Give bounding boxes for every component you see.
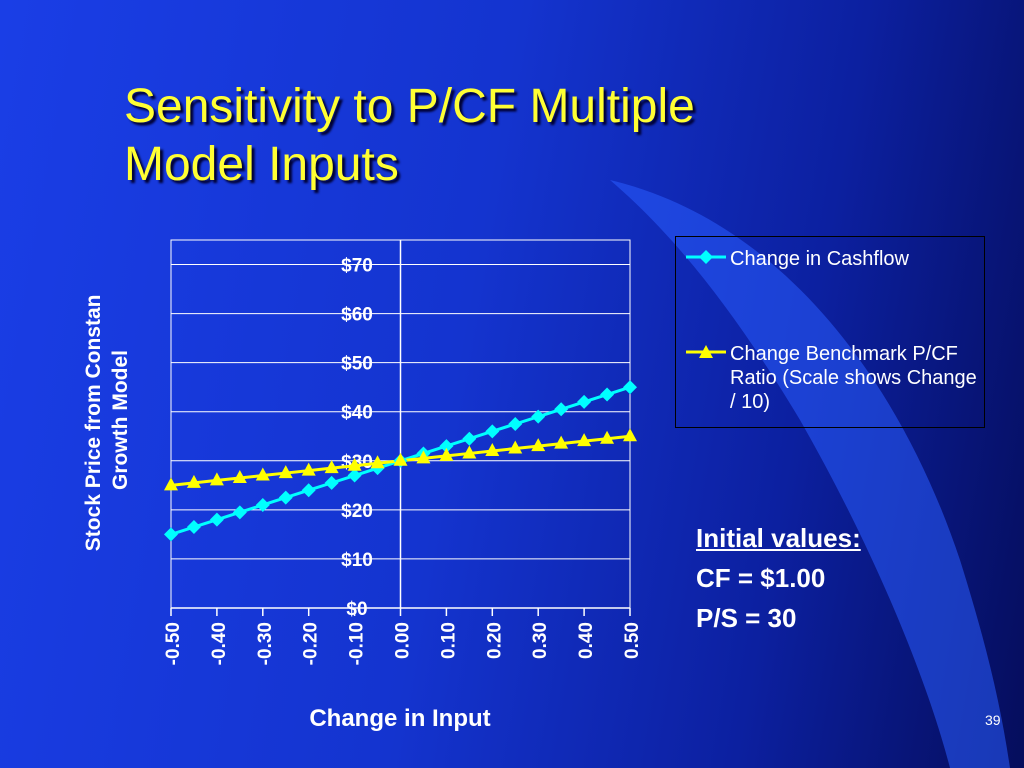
data-point-benchmark [186, 474, 201, 488]
data-point-cashflow [554, 402, 569, 417]
data-point-benchmark [439, 447, 454, 461]
chart-axes [170, 240, 631, 616]
data-point-cashflow [439, 439, 454, 454]
data-point-cashflow [209, 512, 224, 527]
title-line-2: Model Inputs [124, 138, 399, 191]
x-tick-label: -0.40 [209, 622, 230, 665]
x-tick-label: 0.20 [484, 622, 505, 659]
data-point-cashflow [347, 468, 362, 483]
initial-value-cf: CF = $1.00 [696, 563, 826, 593]
x-axis-title: Change in Input [309, 705, 490, 732]
y-tick-label: $70 [341, 256, 373, 277]
data-point-benchmark [393, 452, 408, 466]
data-point-benchmark [508, 440, 523, 454]
x-tick-label: -0.30 [255, 622, 276, 665]
data-point-benchmark [485, 442, 500, 456]
y-tick-label: $50 [341, 354, 373, 375]
initial-value-ps: P/S = 30 [696, 603, 797, 633]
y-tick-label: $0 [346, 599, 367, 620]
data-point-benchmark [623, 428, 637, 442]
data-point-benchmark [462, 445, 477, 459]
x-tick-label: 0.10 [438, 622, 459, 659]
x-tick-labels: -0.50 -0.40 -0.30 -0.20 -0.10 0.00 0.10 0.20 0.3… [163, 622, 643, 665]
x-tick-label: 0.40 [576, 622, 597, 659]
x-tick-label: 0.00 [393, 622, 414, 659]
slide-title: Sensitivity to P/CF Multiple Model Input… [124, 78, 944, 194]
data-point-cashflow [186, 520, 201, 535]
x-tick-label: -0.20 [301, 622, 322, 665]
data-point-cashflow [301, 483, 316, 498]
data-point-benchmark [347, 457, 362, 471]
data-point-benchmark [370, 455, 385, 469]
data-point-cashflow [324, 475, 339, 490]
data-point-cashflow [255, 497, 270, 512]
legend-entry-benchmark: Change Benchmark P/CF Ratio (Scale shows… [684, 342, 978, 414]
legend-entry-cashflow: Change in Cashflow [684, 247, 909, 271]
data-point-benchmark [554, 435, 569, 449]
y-axis-title-line-1: Stock Price from Constan [82, 295, 105, 552]
data-point-cashflow [462, 431, 477, 446]
data-point-cashflow [485, 424, 500, 439]
y-axis-title: Stock Price from Constan Growth Model [82, 289, 132, 552]
data-point-benchmark [416, 450, 431, 464]
initial-values-heading: Initial values: [696, 523, 861, 553]
data-point-benchmark [301, 462, 316, 476]
data-point-cashflow [531, 409, 546, 424]
data-point-cashflow [577, 394, 592, 409]
data-point-benchmark [577, 433, 592, 447]
data-point-cashflow [278, 490, 293, 505]
x-tick-label: -0.10 [347, 622, 368, 665]
chart-legend: Change in Cashflow Change Benchmark P/CF… [675, 236, 985, 428]
data-point-benchmark [324, 460, 339, 474]
x-tick-label: -0.50 [163, 622, 184, 665]
legend-label-cashflow: Change in Cashflow [730, 248, 909, 270]
data-point-benchmark [209, 472, 224, 486]
y-tick-label: $40 [341, 403, 373, 424]
data-point-benchmark [531, 438, 546, 452]
y-tick-label: $10 [341, 550, 373, 571]
data-point-cashflow [508, 417, 523, 431]
title-line-1: Sensitivity to P/CF Multiple [124, 80, 695, 133]
y-tick-label: $60 [341, 305, 373, 326]
y-tick-labels: $0$10$20$30$40$50$60$70 [341, 256, 373, 620]
x-tick-label: 0.50 [622, 622, 643, 659]
data-point-benchmark [600, 430, 615, 444]
data-point-cashflow [232, 505, 247, 520]
data-point-cashflow [600, 387, 615, 402]
data-point-benchmark [278, 465, 293, 479]
legend-key-benchmark [686, 345, 726, 358]
data-point-benchmark [232, 469, 247, 483]
data-point-cashflow [623, 380, 637, 395]
legend-key-cashflow [686, 250, 726, 264]
y-axis-title-line-2: Growth Model [109, 350, 132, 490]
data-point-cashflow [164, 527, 178, 542]
legend-label-benchmark: Change Benchmark P/CF Ratio (Scale shows… [730, 343, 977, 413]
data-point-benchmark [255, 467, 270, 481]
decorative-swoosh [610, 180, 1010, 768]
page-number: 39 [985, 712, 1001, 728]
series-markers [164, 380, 637, 542]
y-tick-label: $20 [341, 501, 373, 522]
data-point-benchmark [164, 477, 178, 491]
initial-values: Initial values: CF = $1.00 P/S = 30 [696, 518, 861, 638]
x-tick-label: 0.30 [530, 622, 551, 659]
